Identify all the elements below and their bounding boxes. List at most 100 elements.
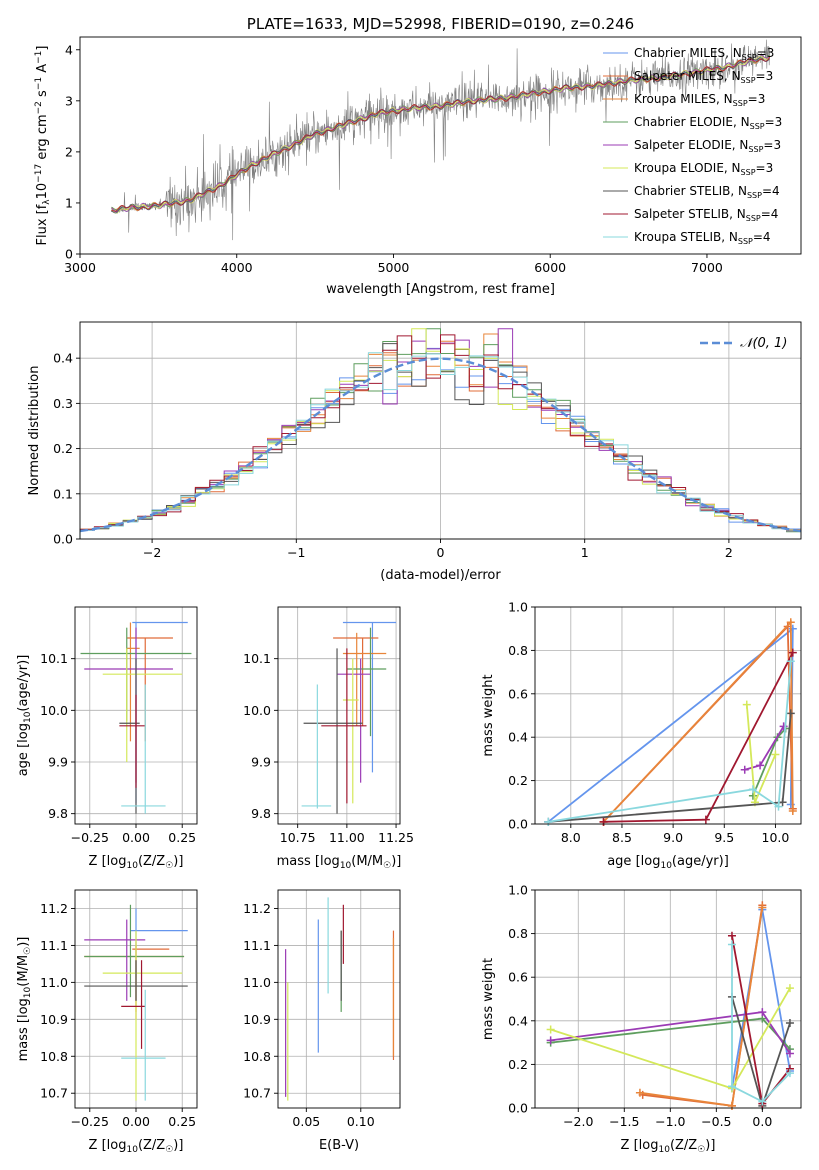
x-tick-label: 4000 [221, 260, 253, 275]
weight-marker [774, 802, 783, 811]
x-tick-label: 0.25 [168, 830, 196, 845]
y-tick-label: 3 [65, 93, 73, 108]
x-axis-label: Z [log10(Z/Z☉)] [621, 1138, 716, 1155]
y-tick-label: 0.6 [508, 686, 528, 701]
x-axis-label: E(B-V) [319, 1138, 359, 1153]
x-tick-label: 8.0 [561, 830, 581, 845]
y-tick-label: 10.7 [243, 1086, 271, 1101]
legend-label: 𝒩(0, 1) [740, 336, 787, 351]
legend-label: Kroupa MILES, NSSP=3 [634, 92, 765, 108]
weight-marker [785, 1069, 794, 1078]
massweight-vs-age-panel: 8.0 8.5 9.0 9.5 10.0 0.0 0.2 0.4 0.6 0.8 1.0 age [l… [481, 600, 802, 871]
y-tick-label: 0.0 [53, 532, 73, 547]
x-tick-label: −1.0 [655, 1114, 685, 1129]
y-tick-label: 11.2 [40, 901, 68, 916]
legend-label: Chabrier STELIB, NSSP=4 [634, 184, 780, 200]
y-tick-label: 11.1 [243, 938, 271, 953]
y-tick-label: 1.0 [508, 883, 528, 898]
legend-label: Chabrier MILES, NSSP=3 [634, 46, 774, 62]
weight-line-0 [547, 626, 794, 823]
weight-marker [758, 1097, 767, 1106]
x-tick-label: 0.05 [292, 1114, 320, 1129]
y-tick-label: 10.8 [40, 1049, 68, 1064]
x-axis-label: wavelength [Angstrom, rest frame] [326, 282, 555, 297]
y-axis-label: mass weight [481, 674, 496, 756]
y-tick-label: 10.0 [243, 703, 271, 718]
x-axis-label: Z [log10(Z/Z☉)] [89, 854, 184, 871]
weight-marker [727, 1082, 736, 1091]
axes-frame [79, 36, 802, 255]
y-axis-label: age [log10(age/yr)] [16, 655, 33, 777]
chart-title: PLATE=1633, MJD=52998, FIBERID=0190, z=0… [247, 15, 634, 33]
weight-marker [546, 1036, 555, 1045]
legend-label: Salpeter STELIB, NSSP=4 [634, 207, 778, 223]
x-tick-label: 9.5 [714, 830, 734, 845]
axes-frame [277, 606, 401, 825]
model-spectrum-7 [111, 57, 771, 212]
x-tick-label: 0.10 [347, 1114, 375, 1129]
model-spectrum-4 [111, 54, 770, 213]
weight-line-8 [731, 944, 791, 1103]
model-spectrum-6 [111, 56, 770, 214]
weight-marker [727, 940, 736, 949]
x-tick-label: 0.25 [168, 1114, 196, 1129]
massweight-vs-z-panel: −2.0 −1.5 −1.0 −0.5 0.0 0.0 0.2 0.4 0.6 0.8 1.0 Z [… [481, 883, 802, 1155]
y-tick-label: 9.9 [48, 755, 68, 770]
y-tick-label: 10.8 [243, 1049, 271, 1064]
x-tick-label: 0.00 [122, 830, 150, 845]
y-axis-label: Flux [fλ10−17 erg cm−2 s−1 A−1] [34, 46, 52, 246]
weight-marker [756, 761, 765, 770]
x-tick-label: −2.0 [563, 1114, 593, 1129]
legend-label: Kroupa STELIB, NSSP=4 [634, 230, 771, 246]
weight-marker [758, 903, 767, 912]
spectrum-panel: 3000 4000 5000 6000 7000 0 1 2 3 4 PLATE=1633, MJD… [34, 15, 802, 297]
age-vs-z-panel: −0.25 0.00 0.25 9.8 9.9 10.0 10.1 Z [log10(Z/Z☉… [16, 606, 198, 871]
weight-marker [785, 1018, 794, 1027]
y-tick-label: 0.8 [508, 926, 528, 941]
weight-marker [785, 1049, 794, 1058]
y-tick-label: 11.0 [243, 975, 271, 990]
mass-vs-ebv-panel: 0.05 0.10 10.7 10.8 10.9 11.0 11.1 11.2 E(B-V) [243, 889, 401, 1153]
x-tick-label: −1 [287, 545, 305, 560]
weight-marker [727, 931, 736, 940]
x-axis-label: (data-model)/error [380, 568, 501, 583]
legend-label: Salpeter ELODIE, NSSP=3 [634, 138, 781, 154]
y-tick-label: 0.0 [508, 1101, 528, 1116]
x-tick-label: 0.0 [752, 1114, 772, 1129]
y-tick-label: 0.6 [508, 970, 528, 985]
y-tick-label: 0 [65, 247, 73, 262]
x-tick-label: −0.25 [71, 830, 109, 845]
y-tick-label: 0.8 [508, 643, 528, 658]
x-axis-label: mass [log10(M/M☉)] [277, 854, 402, 871]
y-tick-label: 1 [65, 195, 73, 210]
y-tick-label: 0.4 [53, 351, 73, 366]
x-tick-label: 0 [437, 545, 445, 560]
weight-marker [788, 806, 797, 815]
y-axis-label: Normed distribution [27, 366, 42, 496]
residual-histogram-panel: −2 −1 0 1 2 0.0 0.1 0.2 0.3 0.4 (data-model)/error… [27, 321, 802, 583]
y-tick-label: 9.8 [48, 806, 68, 821]
x-tick-label: 6000 [534, 260, 566, 275]
axes-frame [534, 889, 802, 1109]
axes-frame [534, 606, 802, 825]
y-tick-label: 11.0 [40, 975, 68, 990]
y-tick-label: 0.2 [508, 1057, 528, 1072]
y-tick-label: 10.9 [40, 1012, 68, 1027]
age-vs-mass-panel: 10.75 11.00 11.25 9.8 9.9 10.0 10.1 mass [log10… [243, 606, 414, 871]
weight-line-0 [731, 909, 791, 1089]
y-tick-label: 0.4 [508, 730, 528, 745]
weight-marker [771, 750, 780, 759]
y-tick-label: 9.8 [251, 806, 271, 821]
legend: Chabrier MILES, NSSP=3 Salpeter MILES, NS… [603, 46, 782, 246]
weight-marker [727, 1101, 736, 1110]
y-tick-label: 0.3 [53, 396, 73, 411]
x-tick-label: 0.00 [122, 1114, 150, 1129]
weight-marker [546, 1025, 555, 1034]
y-tick-label: 0.2 [508, 773, 528, 788]
normal-curve [79, 357, 802, 533]
y-tick-label: 0.0 [508, 817, 528, 832]
x-tick-label: −1.5 [609, 1114, 639, 1129]
y-tick-label: 10.9 [243, 1012, 271, 1027]
y-tick-label: 10.7 [40, 1086, 68, 1101]
x-tick-label: −0.25 [71, 1114, 109, 1129]
